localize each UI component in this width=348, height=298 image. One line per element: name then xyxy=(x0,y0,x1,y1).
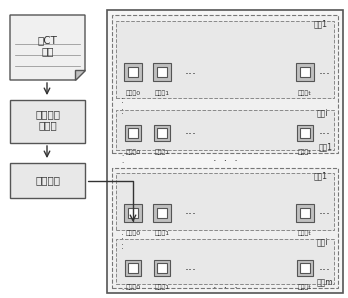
Text: 序列i: 序列i xyxy=(316,108,328,117)
Text: :
:: : : xyxy=(121,232,124,252)
Polygon shape xyxy=(10,15,85,80)
Text: 序列1: 序列1 xyxy=(314,172,328,181)
Bar xyxy=(297,260,313,276)
Text: 病人m: 病人m xyxy=(316,278,333,287)
Bar xyxy=(153,204,171,222)
Bar xyxy=(153,63,171,81)
Text: 序列i: 序列i xyxy=(316,238,328,246)
Bar xyxy=(112,15,338,153)
Bar xyxy=(300,263,310,273)
Bar xyxy=(124,63,142,81)
Bar xyxy=(157,128,167,138)
Text: ...: ... xyxy=(319,63,331,77)
Bar xyxy=(125,260,141,276)
Bar xyxy=(296,63,314,81)
Text: ...: ... xyxy=(319,204,331,218)
Bar xyxy=(300,128,310,138)
Bar xyxy=(116,110,334,150)
Bar xyxy=(112,168,338,288)
Bar xyxy=(154,125,170,141)
Bar xyxy=(116,21,334,98)
Text: ...: ... xyxy=(319,125,331,137)
Text: :
:: : : xyxy=(121,96,124,116)
Text: .
.: . . xyxy=(121,151,123,164)
Text: 胺结节1: 胺结节1 xyxy=(155,149,169,155)
Bar xyxy=(157,66,167,77)
Text: 胺结节0: 胺结节0 xyxy=(125,90,141,96)
FancyBboxPatch shape xyxy=(107,10,343,293)
Text: 胺结节1: 胺结节1 xyxy=(155,284,169,290)
Text: 胺结节1: 胺结节1 xyxy=(155,90,169,96)
Bar xyxy=(296,204,314,222)
Text: 胺结节0: 胺结节0 xyxy=(125,230,141,236)
Bar xyxy=(154,260,170,276)
Text: 胺结节0: 胺结节0 xyxy=(125,284,141,290)
Text: 胺CT
图像: 胺CT 图像 xyxy=(38,35,57,56)
Text: ...: ... xyxy=(185,63,197,77)
Bar xyxy=(125,125,141,141)
Bar xyxy=(157,208,167,218)
Text: 跟踪寻访: 跟踪寻访 xyxy=(35,176,60,185)
Bar xyxy=(124,204,142,222)
Text: ·  ·  ·: · · · xyxy=(213,156,237,166)
Text: ...: ... xyxy=(185,125,197,137)
Text: 序列1: 序列1 xyxy=(314,19,328,29)
Bar xyxy=(128,128,138,138)
Bar xyxy=(128,66,139,77)
Text: ...: ... xyxy=(319,260,331,272)
Text: ...: ... xyxy=(185,260,197,272)
Bar xyxy=(116,173,334,230)
Bar xyxy=(116,239,334,284)
Bar xyxy=(297,125,313,141)
Text: 胺结节t: 胺结节t xyxy=(298,284,312,290)
Text: .: . xyxy=(121,285,123,291)
Bar xyxy=(300,208,310,218)
Text: 胺结节0: 胺结节0 xyxy=(125,149,141,155)
Bar xyxy=(128,263,138,273)
Text: 胺结节t: 胺结节t xyxy=(298,230,312,236)
Text: 胺结节t: 胺结节t xyxy=(298,90,312,96)
Text: 病人1: 病人1 xyxy=(319,142,333,151)
Bar xyxy=(157,263,167,273)
Text: ·  ·  ·: · · · xyxy=(213,283,237,293)
Bar xyxy=(128,208,139,218)
Polygon shape xyxy=(75,70,85,80)
FancyBboxPatch shape xyxy=(10,100,85,143)
Bar xyxy=(300,66,310,77)
Text: ...: ... xyxy=(185,204,197,218)
Text: 胺结节1: 胺结节1 xyxy=(155,230,169,236)
Text: 胺结节t: 胺结节t xyxy=(298,149,312,155)
FancyBboxPatch shape xyxy=(10,163,85,198)
Text: 胺结节检
测分级: 胺结节检 测分级 xyxy=(35,109,60,130)
